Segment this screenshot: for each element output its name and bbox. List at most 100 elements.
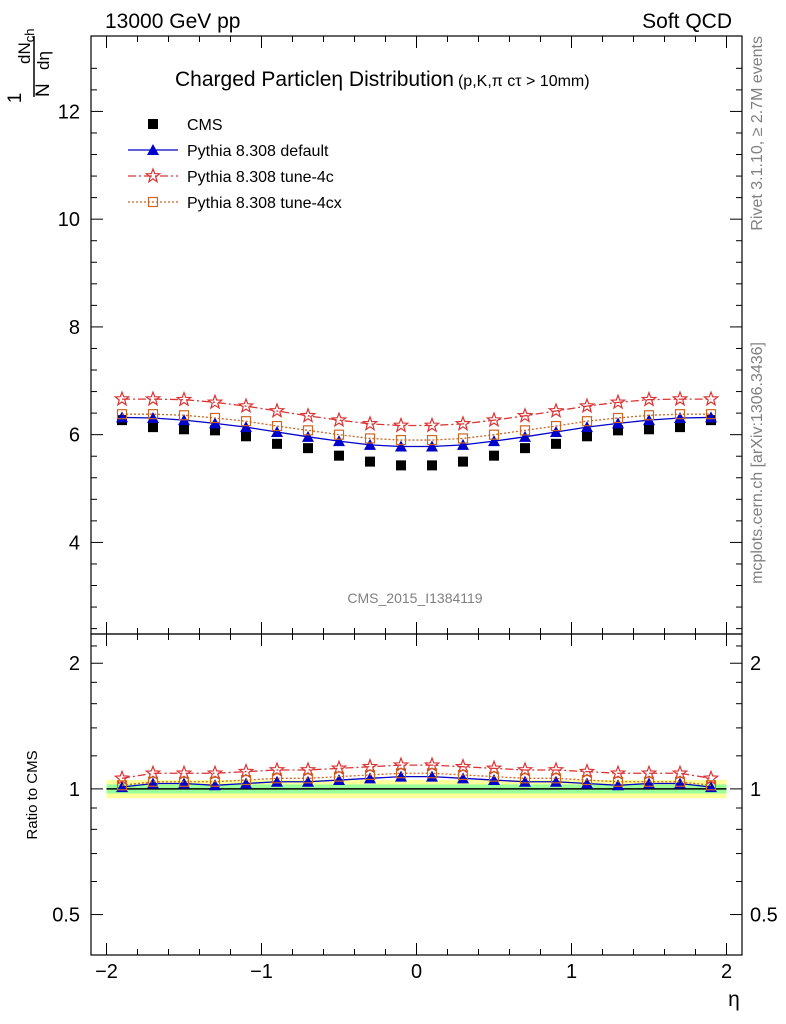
- data-point-default: [271, 425, 283, 437]
- chart-title: Charged Particleη Distribution (p,K,π cτ …: [175, 68, 590, 91]
- ratio-tick-label: 2: [69, 653, 80, 675]
- legend-item-tune4c: Pythia 8.308 tune-4c: [128, 167, 334, 186]
- ratio-point-tune4cx: [612, 776, 624, 787]
- ratio-point-default: [457, 772, 469, 784]
- data-point-cms: [520, 443, 530, 454]
- data-point-default: [302, 430, 314, 442]
- data-point-tune4cx: [488, 429, 500, 440]
- data-point-cms: [427, 460, 437, 471]
- data-point-tune4cx: [643, 410, 655, 421]
- ratio-point-tune4c: [547, 761, 565, 777]
- data-point-cms: [179, 424, 189, 435]
- data-point-tune4c: [671, 390, 689, 407]
- ratio-point-tune4cx: [519, 773, 531, 784]
- data-point-tune4cx: [457, 433, 469, 444]
- ratio-point-tune4cx: [240, 774, 252, 786]
- data-point-tune4cx: [581, 416, 593, 427]
- data-point-default: [240, 421, 252, 433]
- data-point-default: [333, 435, 345, 447]
- ratio-point-tune4cx: [395, 768, 407, 779]
- ratio-point-tune4cx: [581, 774, 593, 786]
- data-point-default: [395, 440, 407, 452]
- data-point-tune4cx: [147, 409, 159, 420]
- data-point-tune4c: [206, 393, 224, 410]
- x-axis-label: η: [728, 988, 740, 1011]
- ratio-point-tune4c: [609, 764, 627, 781]
- legend-marker: [144, 167, 162, 184]
- data-point-tune4c: [268, 402, 286, 418]
- data-point-tune4c: [578, 397, 596, 414]
- y-tick-label: 12: [58, 101, 80, 123]
- data-point-cms: [613, 425, 623, 436]
- data-point-cms: [551, 438, 561, 449]
- series-line-tune4cx: [122, 413, 711, 441]
- data-point-tune4cx: [364, 433, 376, 444]
- data-point-tune4cx: [395, 434, 407, 446]
- data-point-cms: [675, 422, 685, 433]
- series-line-default: [121, 416, 712, 448]
- data-point-cms: [303, 443, 313, 454]
- ratio-point-tune4cx: [178, 776, 190, 787]
- legend-label: Pythia 8.308 tune-4cx: [187, 195, 342, 212]
- x-tick-label: −1: [250, 961, 273, 983]
- data-point-tune4c: [702, 390, 720, 407]
- ratio-point-tune4c: [175, 764, 193, 781]
- legend-label: Pythia 8.308 tune-4c: [187, 169, 334, 186]
- data-point-cms: [489, 450, 499, 461]
- ratio-point-tune4cx: [302, 773, 314, 784]
- legend-label: Pythia 8.308 default: [187, 143, 329, 160]
- data-point-tune4c: [485, 411, 503, 428]
- header-right: Soft QCD: [642, 10, 732, 33]
- data-point-tune4c: [330, 411, 348, 428]
- data-point-tune4cx: [302, 425, 314, 436]
- ratio-point-tune4c: [330, 759, 348, 776]
- ratio-point-default: [550, 775, 562, 787]
- ratio-point-tune4cx: [550, 773, 562, 784]
- header-left: 13000 GeV pp: [105, 10, 240, 33]
- x-tick-label: 0: [411, 961, 422, 983]
- data-point-cms: [148, 422, 158, 433]
- legend-marker: [148, 119, 158, 129]
- y-tick-label: 10: [58, 209, 80, 231]
- ratio-point-tune4c: [268, 761, 286, 777]
- data-point-tune4cx: [240, 416, 252, 427]
- data-point-cms: [241, 431, 251, 442]
- data-point-default: [116, 411, 128, 423]
- y-tick-label: 8: [69, 317, 80, 339]
- data-point-default: [519, 430, 531, 442]
- data-point-default: [426, 440, 438, 452]
- ratio-point-tune4cx: [209, 776, 221, 787]
- data-point-tune4cx: [116, 409, 128, 420]
- ratio-tick-label-right: 2: [750, 653, 761, 675]
- data-point-cms: [210, 425, 220, 436]
- data-point-tune4cx: [426, 434, 438, 446]
- data-point-tune4cx: [705, 409, 717, 420]
- ratio-point-default: [395, 770, 407, 782]
- data-point-tune4c: [299, 407, 317, 423]
- series-cms: [117, 415, 716, 471]
- ratio-point-tune4c: [671, 764, 689, 781]
- data-point-tune4c: [361, 415, 379, 432]
- data-point-default: [488, 435, 500, 447]
- data-point-tune4cx: [519, 425, 531, 436]
- ratio-tick-label-right: 1: [750, 779, 761, 801]
- data-point-cms: [582, 431, 592, 442]
- ratio-tick-label: 0.5: [52, 905, 80, 927]
- marks: [113, 390, 720, 793]
- data-point-default: [364, 438, 376, 450]
- analysis-id: CMS_2015_I1384119: [347, 590, 482, 606]
- ratio-point-tune4c: [516, 761, 534, 777]
- ratio-tick-label-right: 0.5: [750, 905, 778, 927]
- ratio-point-tune4cx: [426, 768, 438, 779]
- ratio-point-tune4c: [144, 764, 162, 781]
- ratio-point-tune4c: [392, 756, 410, 773]
- data-point-tune4cx: [612, 412, 624, 424]
- y-axis-label: 1 N dNch dη: [5, 29, 54, 104]
- data-point-tune4c: [516, 407, 534, 423]
- data-point-default: [550, 425, 562, 437]
- x-tick-label: −2: [95, 961, 118, 983]
- data-point-tune4c: [237, 397, 255, 414]
- ratio-point-tune4cx: [705, 780, 717, 791]
